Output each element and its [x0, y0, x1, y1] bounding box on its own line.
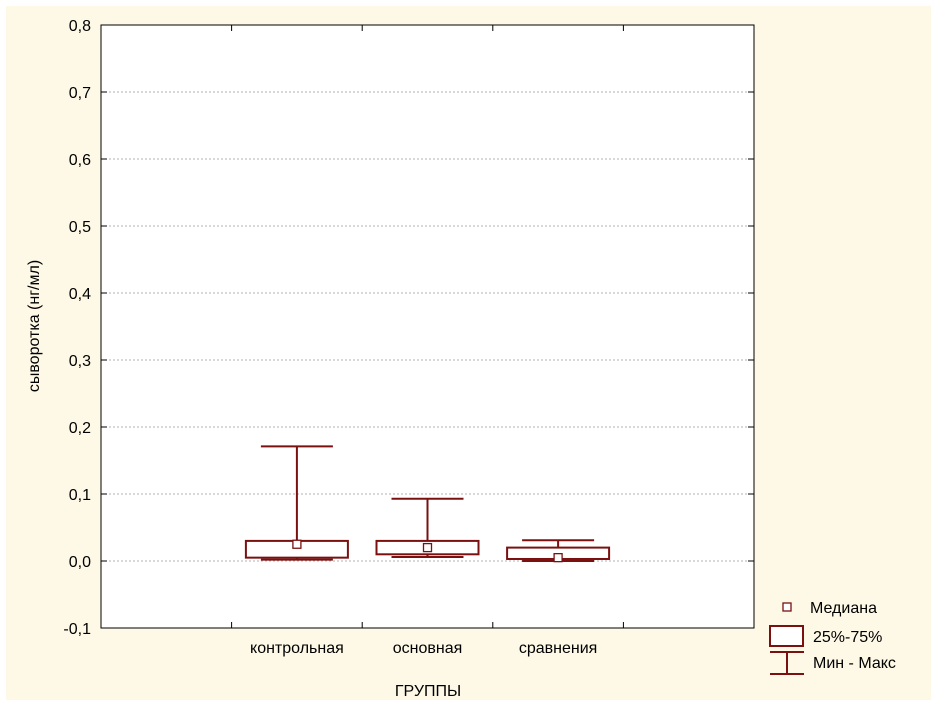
median-marker — [292, 539, 302, 549]
legend-median-symbol — [782, 602, 792, 612]
legend-whisker-symbol — [770, 651, 804, 675]
y-tick-label: 0,0 — [69, 554, 91, 571]
box-series — [244, 445, 611, 563]
box-2 — [375, 497, 480, 558]
gridlines — [101, 91, 754, 562]
legend-median-label: Медиана — [810, 600, 877, 617]
y-tick-label: 0,1 — [69, 487, 91, 504]
y-tick-label: -0,1 — [63, 621, 91, 638]
y-tick-label: 0,5 — [69, 219, 91, 236]
y-tick-label: 0,2 — [69, 420, 91, 437]
box-1 — [244, 445, 349, 561]
median-marker — [422, 542, 433, 553]
legend: Медиана 25%-75% Мин - Макс — [769, 600, 896, 675]
box-3 — [506, 539, 611, 563]
y-tick-labels: -0,1 0,0 0,1 0,2 0,3 0,4 0,5 0,6 0,7 0,8 — [63, 18, 91, 638]
x-axis-title: ГРУППЫ — [395, 683, 461, 700]
x-tick-label: основная — [393, 640, 463, 657]
y-tick-label: 0,4 — [69, 286, 91, 303]
x-tick-labels: контрольная основная сравнения — [250, 640, 597, 657]
y-tick-label: 0,7 — [69, 85, 91, 102]
axis-ticks — [101, 24, 754, 629]
x-tick-label: контрольная — [250, 640, 344, 657]
y-tick-label: 0,8 — [69, 18, 91, 35]
median-marker — [553, 553, 563, 563]
y-axis-title: сыворотка (нг/мл) — [26, 260, 43, 392]
legend-box-symbol — [769, 625, 804, 647]
legend-box-label: 25%-75% — [813, 629, 882, 646]
plot-frame — [100, 24, 755, 629]
y-tick-label: 0,3 — [69, 353, 91, 370]
legend-whisker-label: Мин - Макс — [813, 655, 896, 672]
y-tick-label: 0,6 — [69, 152, 91, 169]
x-tick-label: сравнения — [519, 640, 597, 657]
